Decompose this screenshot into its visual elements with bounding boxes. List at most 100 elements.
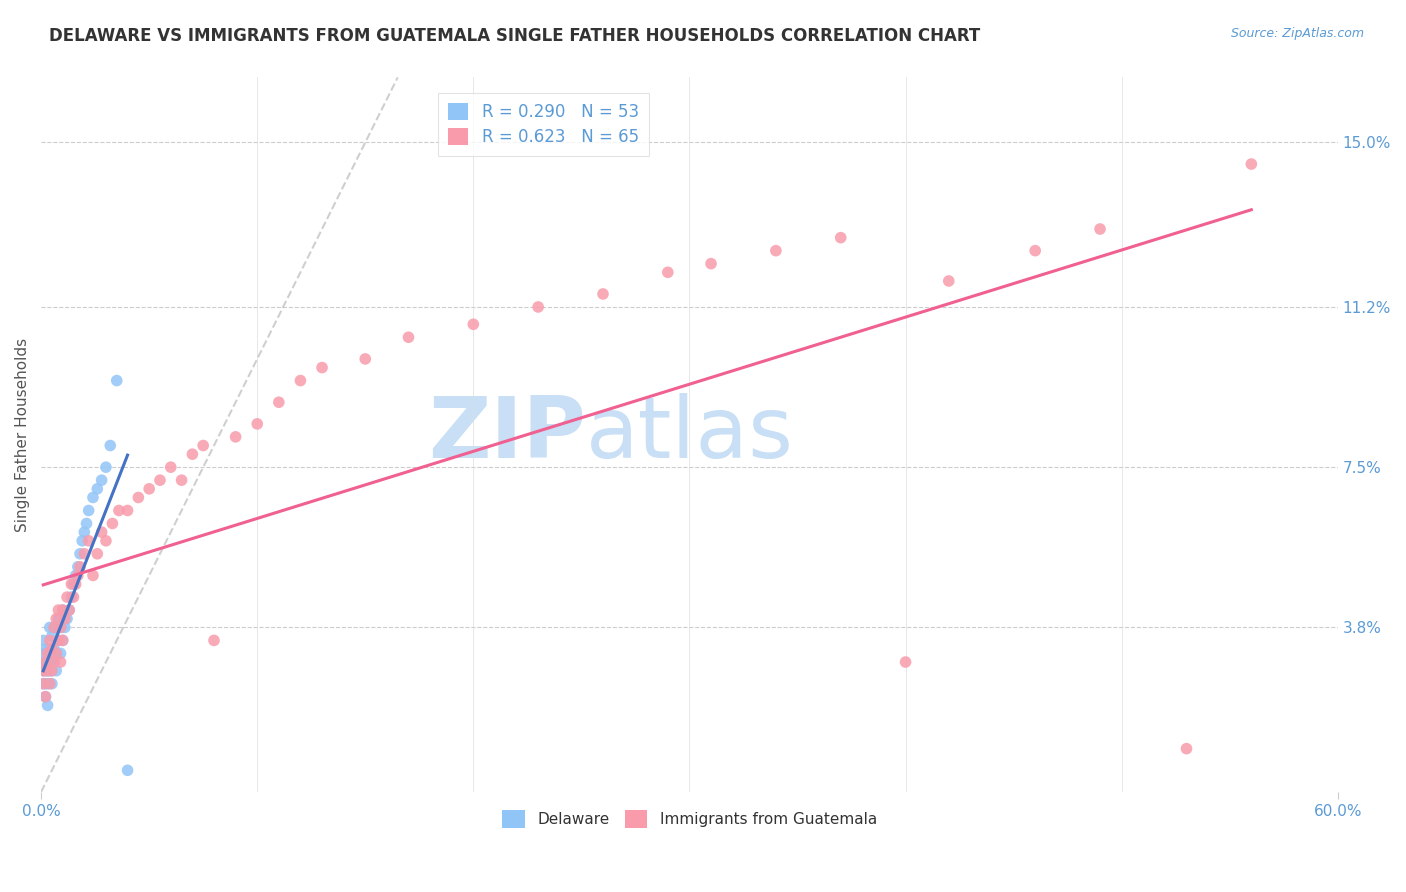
Point: [66, 568, 89, 582]
Point: [53, 612, 76, 626]
Point: [1240, 157, 1263, 171]
Point: [34, 676, 56, 690]
Point: [41, 646, 63, 660]
Point: [38, 664, 60, 678]
Point: [225, 430, 247, 444]
Point: [60, 577, 83, 591]
Point: [69, 559, 91, 574]
Point: [45, 620, 67, 634]
Point: [94, 460, 117, 475]
Point: [45, 664, 67, 678]
Point: [41, 664, 63, 678]
Point: [42, 620, 65, 634]
Point: [398, 330, 420, 344]
Point: [90, 473, 112, 487]
Point: [127, 491, 149, 505]
Point: [66, 559, 89, 574]
Point: [37, 676, 59, 690]
Point: [1175, 741, 1198, 756]
Point: [32, 655, 55, 669]
Point: [32, 676, 55, 690]
Point: [246, 417, 269, 431]
Point: [62, 590, 84, 604]
Point: [48, 633, 70, 648]
Point: [181, 447, 204, 461]
Point: [45, 646, 67, 660]
Point: [41, 629, 63, 643]
Point: [48, 612, 70, 626]
Point: [290, 374, 312, 388]
Point: [267, 395, 290, 409]
Point: [86, 482, 108, 496]
Point: [90, 525, 112, 540]
Point: [53, 620, 76, 634]
Point: [463, 318, 485, 332]
Point: [52, 603, 75, 617]
Point: [49, 655, 72, 669]
Point: [37, 698, 59, 713]
Point: [77, 533, 100, 548]
Point: [1024, 244, 1046, 258]
Point: [34, 690, 56, 704]
Text: ZIP: ZIP: [427, 393, 586, 476]
Point: [52, 603, 75, 617]
Point: [34, 642, 56, 657]
Point: [32, 664, 55, 678]
Point: [34, 655, 56, 669]
Point: [32, 633, 55, 648]
Point: [76, 516, 98, 531]
Point: [657, 265, 679, 279]
Point: [32, 664, 55, 678]
Point: [700, 257, 723, 271]
Legend: Delaware, Immigrants from Guatemala: Delaware, Immigrants from Guatemala: [496, 804, 883, 834]
Point: [311, 360, 333, 375]
Point: [42, 655, 65, 669]
Point: [101, 516, 124, 531]
Point: [108, 503, 131, 517]
Point: [73, 525, 96, 540]
Point: [34, 664, 56, 678]
Point: [56, 590, 79, 604]
Point: [38, 620, 60, 634]
Point: [42, 620, 65, 634]
Point: [34, 655, 56, 669]
Point: [45, 612, 67, 626]
Point: [202, 633, 225, 648]
Y-axis label: Single Father Households: Single Father Households: [15, 338, 30, 532]
Point: [94, 533, 117, 548]
Point: [42, 642, 65, 657]
Point: [56, 612, 79, 626]
Point: [170, 473, 193, 487]
Point: [48, 603, 70, 617]
Point: [34, 690, 56, 704]
Point: [58, 603, 80, 617]
Point: [49, 620, 72, 634]
Point: [41, 664, 63, 678]
Point: [73, 547, 96, 561]
Point: [82, 568, 104, 582]
Point: [37, 664, 59, 678]
Text: DELAWARE VS IMMIGRANTS FROM GUATEMALA SINGLE FATHER HOUSEHOLDS CORRELATION CHART: DELAWARE VS IMMIGRANTS FROM GUATEMALA SI…: [49, 27, 980, 45]
Text: atlas: atlas: [586, 393, 794, 476]
Point: [65, 577, 87, 591]
Point: [42, 655, 65, 669]
Point: [138, 482, 160, 496]
Point: [98, 438, 121, 452]
Point: [592, 287, 614, 301]
Point: [77, 503, 100, 517]
Point: [48, 633, 70, 648]
Point: [69, 547, 91, 561]
Point: [52, 633, 75, 648]
Point: [70, 533, 93, 548]
Point: [117, 764, 139, 778]
Point: [830, 230, 852, 244]
Point: [37, 664, 59, 678]
Point: [149, 473, 172, 487]
Point: [58, 603, 80, 617]
Point: [159, 460, 181, 475]
Point: [117, 503, 139, 517]
Point: [894, 655, 917, 669]
Point: [41, 676, 63, 690]
Point: [86, 547, 108, 561]
Point: [38, 676, 60, 690]
